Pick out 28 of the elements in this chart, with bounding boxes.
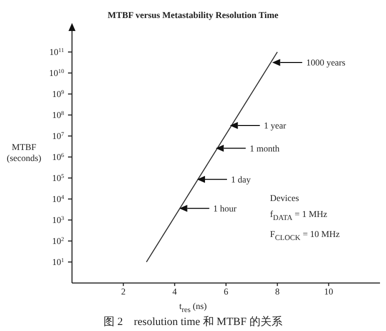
y-tick-label: 10$^{4}$ bbox=[52, 194, 64, 204]
annotation: f$_{DATA}$ = 1 MHz bbox=[270, 208, 328, 224]
y-tick-label: 10$^{1}$ bbox=[52, 257, 64, 267]
y-tick-label: 10$^{8}$ bbox=[52, 110, 64, 120]
x-tick-label: 10 bbox=[324, 286, 334, 296]
y-tick-label: 10$^{10}$ bbox=[49, 68, 64, 78]
y-tick-label: 10$^{3}$ bbox=[52, 215, 64, 225]
caption: 图 2 resolution time 和 MTBF 的关系 bbox=[102, 314, 284, 329]
annotation: Devices bbox=[270, 192, 300, 205]
x-tick-label: 2 bbox=[121, 286, 126, 296]
x-tick-label: 4 bbox=[172, 286, 178, 296]
annotation: 1 day bbox=[230, 174, 252, 184]
y-tick-label: 10$^{7}$ bbox=[52, 131, 64, 141]
annotation: F$_{CLOCK}$ = 10 MHz bbox=[270, 228, 340, 244]
y-tick-label: 10$^{11}$ bbox=[49, 47, 64, 57]
y-tick-label: 10$^{9}$ bbox=[52, 89, 64, 99]
x-tick-label: 8 bbox=[275, 286, 280, 296]
x-axis-title: t$_{res}$ (ns) bbox=[178, 301, 208, 314]
annotation: 1 month bbox=[250, 143, 280, 154]
y-tick-label: 10$^{6}$ bbox=[52, 152, 64, 162]
x-tick-label: 6 bbox=[224, 286, 229, 296]
annotation: 1 hour bbox=[213, 203, 237, 214]
y-axis-title: MTBF (seconds) bbox=[6, 142, 42, 164]
y-tick-label: 10$^{2}$ bbox=[52, 236, 64, 246]
annotation: 1 year bbox=[264, 120, 286, 131]
chart-title: MTBF versus Metastability Resolution Time bbox=[106, 10, 280, 20]
y-tick-label: 10$^{5}$ bbox=[52, 173, 64, 183]
annotation: 1000 years bbox=[306, 58, 346, 68]
